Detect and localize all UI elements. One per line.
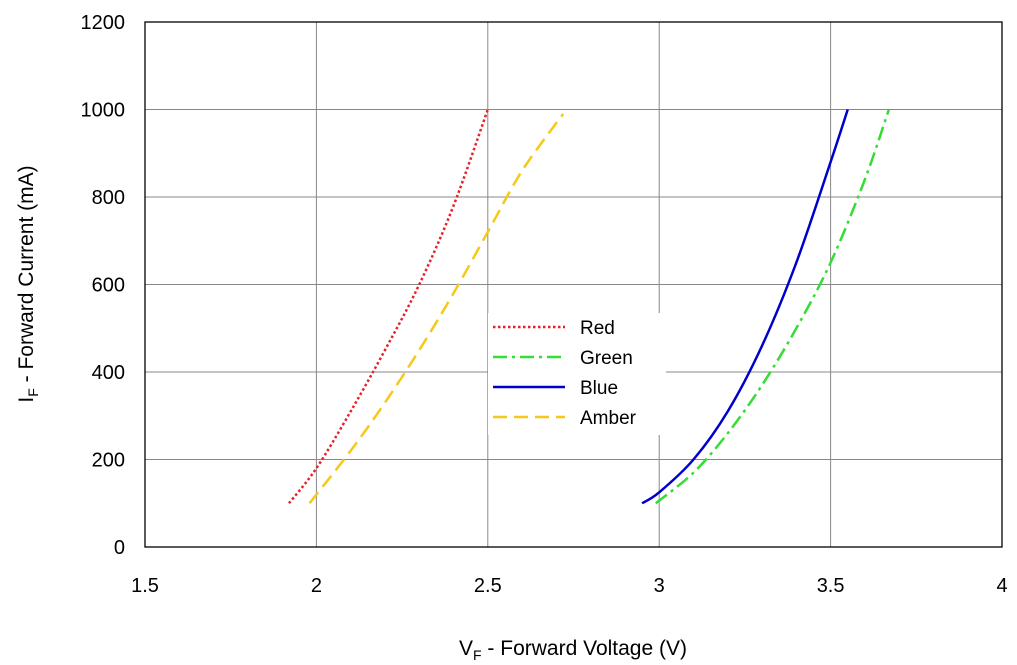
y-tick-label: 0 bbox=[114, 537, 125, 559]
x-tick-label: 3.5 bbox=[817, 575, 845, 597]
y-tick-label: 600 bbox=[92, 275, 125, 297]
y-tick-label: 400 bbox=[92, 362, 125, 384]
y-tick-label: 1000 bbox=[81, 100, 126, 122]
y-axis-ticks: 0 200 400 600 800 1000 1200 bbox=[81, 12, 126, 559]
x-tick-label: 2.5 bbox=[474, 575, 502, 597]
plot-area-border bbox=[144, 21, 1003, 548]
x-axis-title-rest: - Forward Voltage (V) bbox=[482, 637, 687, 660]
series-layer bbox=[287, 109, 891, 505]
y-axis-title-sub: F bbox=[25, 388, 41, 397]
x-axis-title-main: V bbox=[459, 637, 473, 660]
legend-box bbox=[488, 313, 666, 435]
y-axis-title-rest: - Forward Current (mA) bbox=[15, 165, 38, 388]
grid-lines bbox=[144, 21, 1003, 548]
y-axis-title-main: I bbox=[15, 397, 38, 403]
y-tick-label: 800 bbox=[92, 187, 125, 209]
legend-label-amber: Amber bbox=[580, 408, 637, 429]
x-tick-label: 1.5 bbox=[131, 575, 159, 597]
legend-label-red: Red bbox=[580, 318, 615, 339]
x-axis-title: VF - Forward Voltage (V) bbox=[459, 637, 687, 663]
y-axis-title: IF - Forward Current (mA) bbox=[15, 165, 41, 402]
x-tick-label: 2 bbox=[311, 575, 322, 597]
x-tick-label: 3 bbox=[654, 575, 665, 597]
y-tick-label: 1200 bbox=[81, 12, 126, 34]
legend-label-green: Green bbox=[580, 348, 633, 369]
x-axis-title-sub: F bbox=[473, 647, 482, 663]
legend-label-blue: Blue bbox=[580, 378, 618, 399]
y-tick-label: 200 bbox=[92, 450, 125, 472]
series-line-amber bbox=[308, 113, 565, 505]
series-line-red bbox=[287, 109, 489, 505]
x-axis-ticks: 1.5 2 2.5 3 3.5 4 bbox=[131, 575, 1007, 597]
series-line-green bbox=[654, 109, 891, 505]
legend: Red Green Blue Amber bbox=[488, 313, 666, 435]
series-line-blue bbox=[641, 109, 849, 505]
x-tick-label: 4 bbox=[996, 575, 1007, 597]
